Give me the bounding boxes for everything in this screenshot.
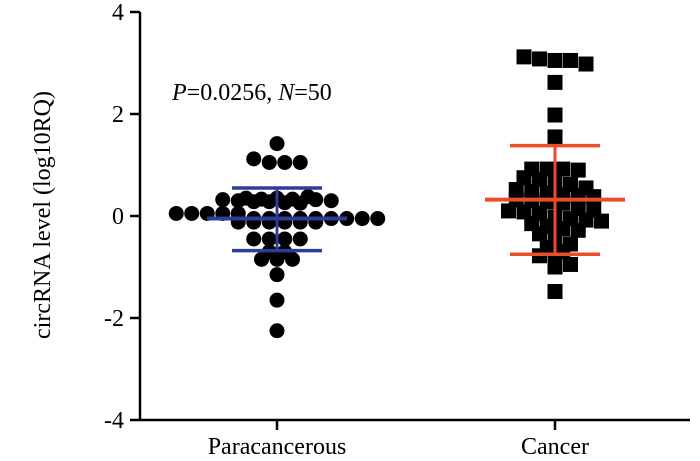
data-point: [532, 51, 547, 67]
data-point: [269, 136, 285, 152]
data-point: [370, 211, 386, 227]
data-point: [254, 251, 269, 267]
data-point: [246, 151, 262, 167]
data-point: [524, 161, 540, 177]
data-point: [563, 52, 578, 68]
data-point: [547, 74, 563, 90]
data-point: [261, 154, 277, 170]
data-point: [516, 49, 532, 65]
data-point: [563, 176, 578, 192]
data-point: [292, 154, 308, 170]
data-point: [238, 190, 254, 206]
data-point: [547, 283, 563, 299]
data-point: [168, 205, 184, 221]
data-point: [555, 161, 571, 177]
data-point: [292, 231, 308, 247]
data-point: [547, 129, 563, 145]
data-point: [570, 162, 586, 178]
data-point: [563, 256, 578, 272]
data-point: [269, 267, 285, 283]
data-point: [524, 184, 540, 200]
x-tick-label: Paracancerous: [208, 434, 347, 460]
data-point: [246, 231, 262, 247]
data-point: [578, 180, 594, 196]
data-point: [570, 200, 586, 216]
y-tick-label: 4: [112, 0, 124, 26]
data-point: [539, 161, 555, 177]
data-point: [300, 189, 316, 205]
p-symbol: P: [171, 80, 187, 106]
data-point: [586, 202, 602, 218]
data-point: [261, 231, 277, 247]
data-point: [578, 56, 594, 72]
axes: 4 2 0 -2 -4 Paracancerous Cancer: [104, 0, 690, 460]
y-tick-label: 2: [112, 102, 124, 128]
data-points: [168, 49, 609, 339]
data-point: [215, 192, 231, 208]
data-point: [547, 52, 563, 68]
n-value: =50: [294, 80, 332, 106]
n-symbol: N: [277, 80, 296, 106]
data-point: [269, 323, 285, 339]
data-point: [323, 193, 339, 209]
data-point: [285, 191, 300, 207]
stats-annotation: P=0.0256, N=50: [171, 80, 332, 106]
data-point: [269, 292, 285, 308]
y-tick-label: -4: [104, 408, 124, 434]
data-point: [532, 226, 547, 242]
data-point: [547, 259, 563, 275]
y-axis-title: circRNA level (log10RQ): [30, 91, 56, 339]
data-point: [254, 191, 269, 207]
data-point: [277, 154, 293, 170]
data-point: [277, 231, 293, 247]
data-point: [547, 107, 563, 123]
data-point: [285, 251, 300, 267]
mean-sd-bars: [207, 143, 625, 256]
data-point: [184, 205, 200, 221]
x-tick-label: Cancer: [521, 434, 589, 460]
y-tick-label: 0: [112, 204, 124, 230]
data-point: [570, 222, 586, 238]
data-point: [269, 251, 285, 267]
data-point: [508, 181, 524, 197]
y-tick-label: -2: [104, 306, 124, 332]
data-point: [354, 211, 370, 227]
p-value: =0.0256,: [187, 80, 279, 106]
